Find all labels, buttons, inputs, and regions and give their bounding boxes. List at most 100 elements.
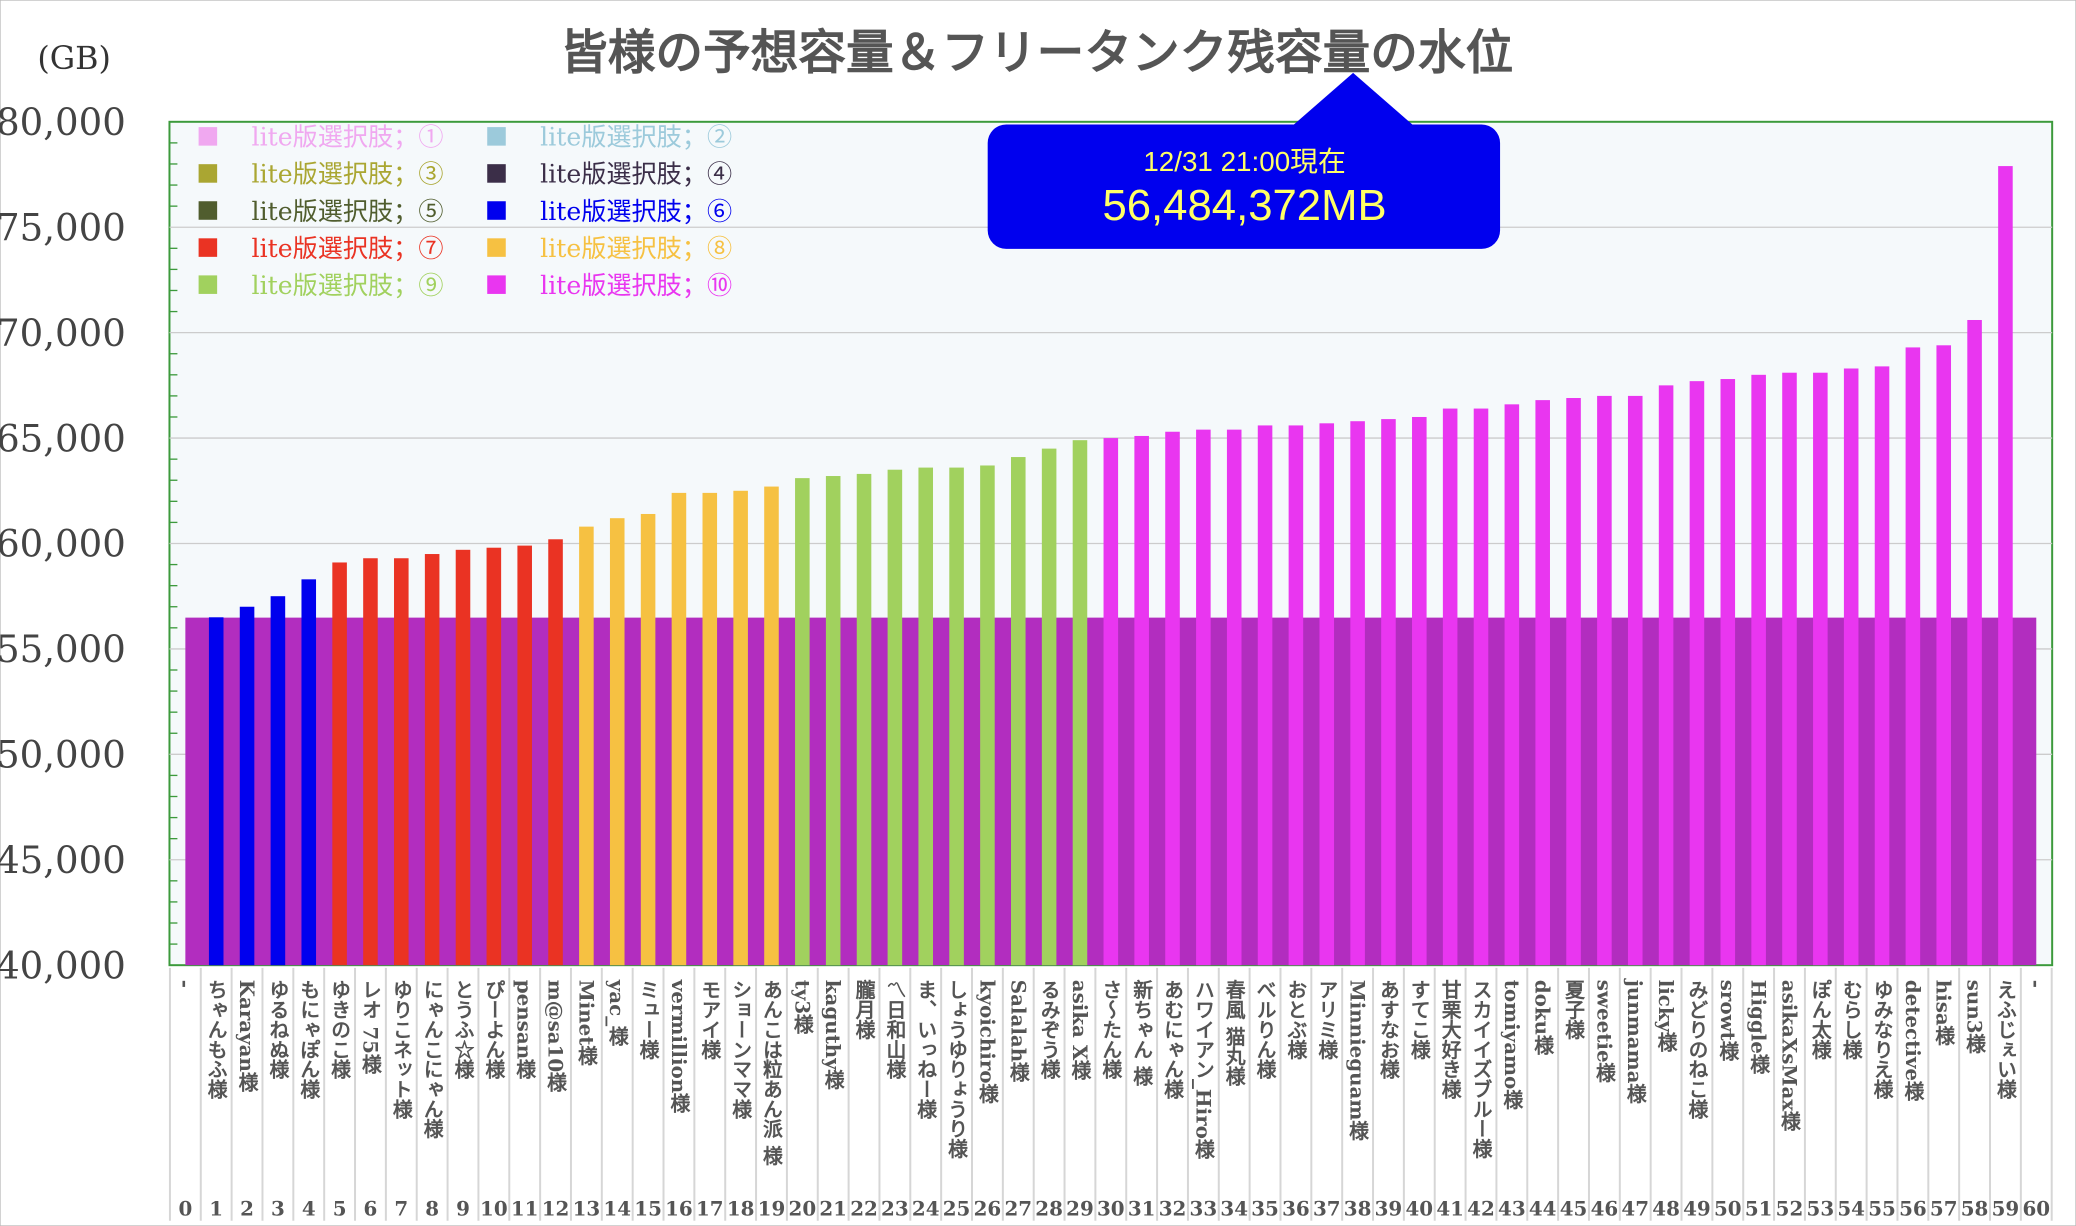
x-tick-index: 7	[394, 1196, 408, 1220]
x-tick-index: 6	[364, 1196, 378, 1220]
x-tick-index: 58	[1961, 1196, 1989, 1220]
x-tick-index: 32	[1159, 1196, 1187, 1220]
bar	[301, 579, 317, 966]
bar	[702, 492, 718, 966]
x-tick-index: 55	[1868, 1196, 1896, 1220]
y-tick-label: 70,000	[0, 312, 126, 355]
legend-label: lite版選択肢；⑨	[252, 271, 444, 300]
legend-swatch	[487, 127, 506, 146]
x-tick-index: 10	[480, 1196, 508, 1220]
x-tick-index: 4	[302, 1196, 316, 1220]
x-tick-name: 〽日和山様	[883, 980, 907, 1080]
legend-label: lite版選択肢；⑥	[540, 197, 732, 226]
legend-swatch	[487, 164, 506, 183]
x-tick-name: Minnieguam様	[1346, 980, 1370, 1141]
legend-swatch	[198, 127, 218, 146]
x-tick-index: 22	[850, 1196, 878, 1220]
x-tick-index: 51	[1745, 1196, 1773, 1220]
bar	[733, 490, 748, 966]
bar	[1905, 347, 1921, 966]
bar	[1072, 440, 1088, 966]
legend-label: lite版選択肢；⑦	[252, 234, 444, 263]
x-tick-index: 60	[2022, 1196, 2050, 1220]
x-tick-index: 13	[573, 1196, 601, 1220]
bar	[1813, 372, 1828, 966]
x-tick-index: 11	[511, 1196, 539, 1220]
x-tick-index: 49	[1683, 1196, 1711, 1220]
callout: 12/31 21:00現在 56,484,372MB	[987, 72, 1501, 249]
x-tick-name: licky様	[1654, 980, 1678, 1053]
bar	[394, 558, 409, 966]
legend-swatch	[198, 275, 218, 294]
bars	[208, 166, 2013, 966]
x-tick-index: 26	[974, 1196, 1002, 1220]
x-tick-index: 23	[881, 1196, 909, 1220]
x-tick-name: すてこ様	[1407, 980, 1431, 1060]
y-tick-label: 75,000	[0, 206, 126, 249]
bar	[1473, 408, 1489, 966]
bar	[887, 469, 903, 966]
x-tick-index: 19	[758, 1196, 786, 1220]
x-tick-name: ぽん太様	[1808, 979, 1832, 1060]
bar	[1751, 374, 1766, 966]
x-tick-name: Salalah様	[1006, 980, 1030, 1083]
x-tick-index: 54	[1837, 1196, 1865, 1220]
x-tick-index: 28	[1035, 1196, 1063, 1220]
callout-value: 56,484,372MB	[1102, 181, 1386, 230]
y-axis-ticks: 40,000 45,000 50,000 55,000 60,000 65,000 70,0…	[0, 101, 178, 987]
x-tick-name: えふじぇい様	[1993, 980, 2017, 1100]
legend-swatch	[487, 201, 506, 220]
legend-label: lite版選択肢；⑤	[252, 197, 444, 226]
x-tick-name: ゆみなりえ様	[1870, 980, 1894, 1100]
bar	[764, 486, 779, 966]
bar	[332, 562, 347, 966]
bar	[486, 547, 502, 966]
x-tick-index: 17	[696, 1196, 724, 1220]
bar	[856, 473, 872, 966]
x-tick-index: 8	[425, 1196, 439, 1220]
x-label-gridlines	[168, 967, 2053, 1221]
x-tick-name: m@sa10様	[544, 980, 568, 1093]
x-tick-name: あんこは粒あん派 様	[759, 980, 783, 1166]
x-tick-name: sweetie様	[1592, 980, 1616, 1083]
x-tick-name: みどりのねこ様	[1685, 980, 1709, 1120]
bar	[671, 492, 687, 966]
x-tick-name: asika X様	[1068, 980, 1092, 1081]
x-tick-index: 46	[1591, 1196, 1619, 1220]
x-tick-index: 52	[1776, 1196, 1804, 1220]
x-tick-name: レオ 75様	[358, 980, 382, 1075]
bar	[1350, 421, 1365, 966]
bar	[918, 467, 934, 966]
x-tick-index: 25	[943, 1196, 971, 1220]
x-tick-index: 53	[1807, 1196, 1835, 1220]
x-tick-index: 39	[1375, 1196, 1403, 1220]
bar	[424, 554, 440, 966]
bar	[609, 518, 625, 966]
bar	[1196, 429, 1211, 966]
x-tick-name: ぴーよん様	[482, 980, 506, 1080]
x-tick-index: 34	[1220, 1196, 1248, 1220]
x-tick-name: るみぞう様	[1037, 980, 1061, 1080]
y-axis-unit-label: (GB)	[37, 41, 111, 77]
bar	[363, 558, 378, 966]
x-tick-index: 31	[1128, 1196, 1156, 1220]
x-axis-labels: - 0 ちゃんもふ様 1 Karayan様 2 ゆるねぬ様 3 もにゃぽん様 4 ゆきのこ様 5 レオ …	[173, 978, 2050, 1221]
callout-pointer	[1290, 72, 1416, 128]
y-tick-label: 60,000	[0, 523, 126, 566]
y-tick-label: 65,000	[0, 417, 126, 460]
x-tick-name: Higgle様	[1747, 980, 1771, 1075]
x-tick-index: 20	[789, 1196, 817, 1220]
x-tick-name: pensan様	[513, 980, 537, 1080]
x-tick-index: 45	[1560, 1196, 1588, 1220]
x-tick-name: ちゃんもふ様	[204, 980, 228, 1100]
bar	[1288, 425, 1304, 966]
bar	[949, 467, 964, 966]
x-tick-index: 44	[1529, 1196, 1557, 1220]
x-tick-index: 29	[1066, 1196, 1094, 1220]
bar	[1041, 448, 1057, 966]
bar	[1689, 381, 1705, 966]
bar	[1535, 400, 1550, 966]
x-tick-name: 新ちゃん 様	[1130, 979, 1154, 1086]
bar	[1010, 457, 1026, 966]
x-tick-name: ゆるねぬ様	[266, 980, 290, 1080]
